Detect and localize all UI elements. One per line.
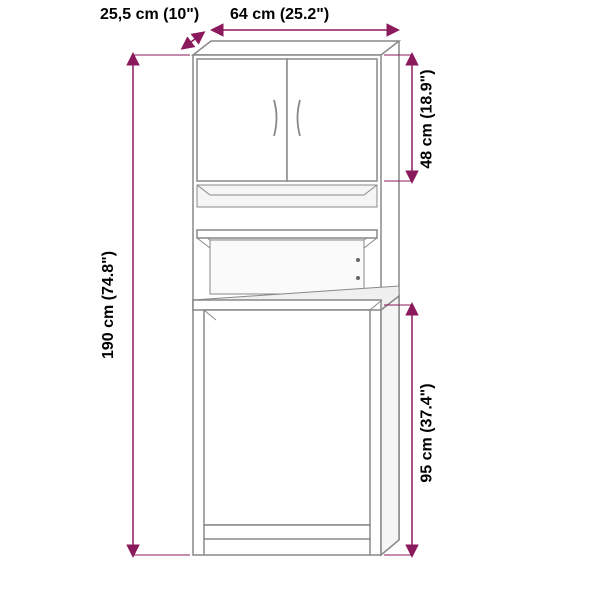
dim-total-height-label: 190 cm (74.8") xyxy=(100,251,118,359)
dim-width-label: 64 cm (25.2") xyxy=(230,6,329,24)
technical-drawing xyxy=(0,0,600,600)
dim-depth-label: 25,5 cm (10") xyxy=(100,6,199,24)
bottom-bar xyxy=(204,525,370,539)
peg-hole xyxy=(356,258,360,262)
lower-shelf-back xyxy=(210,240,364,294)
dim-upper-height-label: 48 cm (18.9") xyxy=(419,69,437,168)
dim-lower-height-label: 95 cm (37.4") xyxy=(419,383,437,482)
shelf-top xyxy=(197,185,377,207)
right-door xyxy=(287,59,377,181)
left-door xyxy=(197,59,287,181)
right-side-panel xyxy=(381,296,399,555)
top-surface xyxy=(193,41,399,55)
peg-hole xyxy=(356,276,360,280)
diagram-container: 25,5 cm (10") 64 cm (25.2") 190 cm (74.8… xyxy=(0,0,600,600)
lower-opening xyxy=(204,310,370,525)
counter-top xyxy=(193,300,381,310)
dim-depth-line xyxy=(183,33,203,48)
